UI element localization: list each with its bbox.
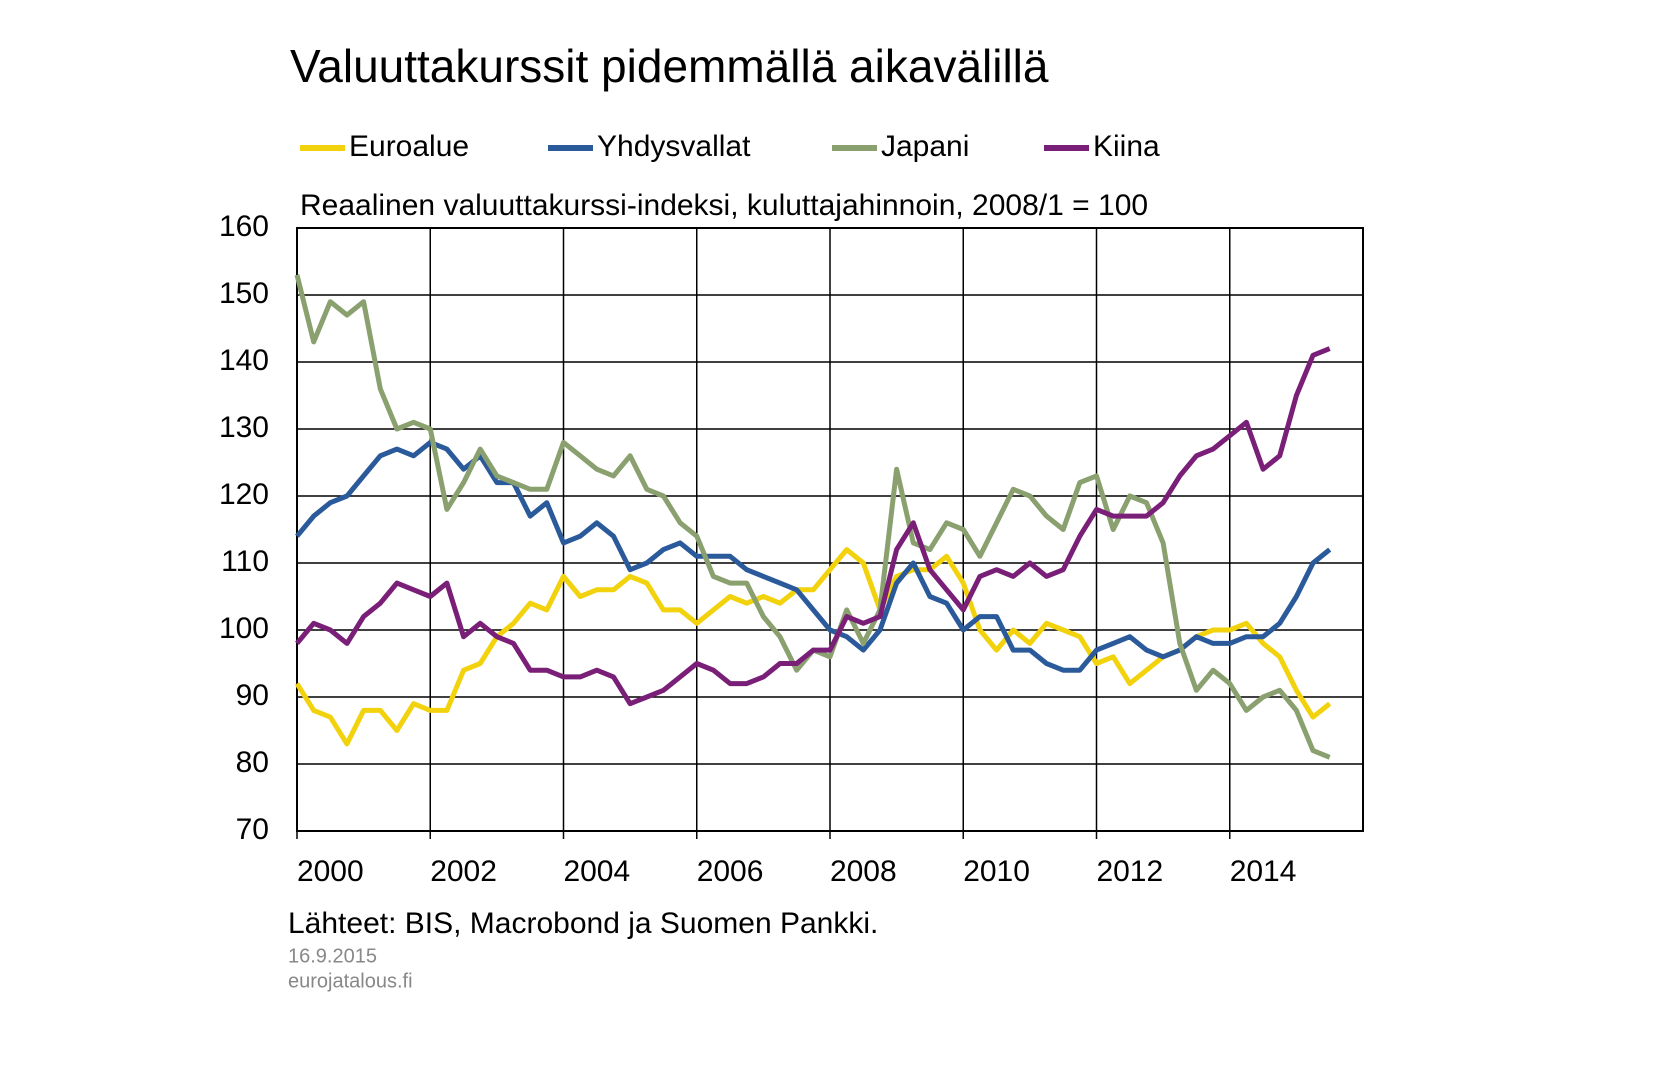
y-tick-label: 80 <box>236 746 269 779</box>
y-tick-label: 160 <box>219 210 269 243</box>
x-tick-label: 2002 <box>430 855 497 888</box>
series-line <box>294 274 1331 760</box>
plot-frame <box>296 227 1364 832</box>
x-tick-label: 2014 <box>1230 855 1297 888</box>
chart-subtitle: Reaalinen valuuttakurssi-indeksi, kulutt… <box>300 189 1148 222</box>
legend-label: Yhdysvallat <box>597 130 751 163</box>
x-tick-label: 2006 <box>697 855 764 888</box>
date-note: 16.9.2015 <box>288 945 377 967</box>
x-tick-label: 2008 <box>830 855 897 888</box>
y-tick-label: 140 <box>219 344 269 377</box>
x-tick-label: 2010 <box>963 855 1030 888</box>
y-tick-label: 70 <box>236 813 269 846</box>
legend-label: Japani <box>881 130 969 163</box>
y-tick-label: 100 <box>219 612 269 645</box>
series-line <box>294 547 1332 747</box>
y-tick-label: 110 <box>221 545 269 578</box>
chart-title: Valuuttakurssit pidemmällä aikavälillä <box>290 40 1049 92</box>
x-tick-label: 2012 <box>1096 855 1163 888</box>
y-tick-label: 90 <box>236 679 269 712</box>
y-tick-label: 120 <box>219 478 269 511</box>
series-line <box>295 439 1332 673</box>
series-line <box>295 346 1331 707</box>
site-note: eurojatalous.fi <box>288 970 413 992</box>
y-tick-label: 150 <box>219 277 269 310</box>
y-tick-label: 130 <box>219 411 269 444</box>
x-tick-label: 2004 <box>563 855 630 888</box>
source-note: Lähteet: BIS, Macrobond ja Suomen Pankki… <box>288 907 878 940</box>
legend-label: Kiina <box>1093 130 1160 163</box>
x-tick-label: 2000 <box>297 855 364 888</box>
legend-label: Euroalue <box>349 130 469 163</box>
